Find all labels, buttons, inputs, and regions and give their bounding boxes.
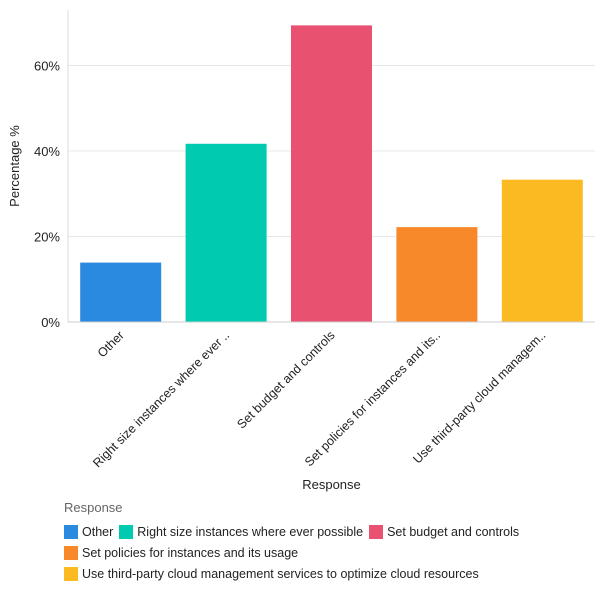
legend-title: Response	[64, 500, 123, 515]
x-tick-label: Set budget and controls	[234, 328, 337, 431]
legend-item-policies[interactable]: Set policies for instances and its usage	[64, 545, 299, 560]
legend-swatch	[64, 545, 78, 560]
y-tick-label: 40%	[34, 144, 60, 159]
legend-label: Other	[82, 524, 114, 539]
y-tick-label: 0%	[41, 315, 60, 330]
legend-item-third-party[interactable]: Use third-party cloud management service…	[64, 566, 479, 581]
legend-label: Use third-party cloud management service…	[82, 566, 479, 581]
legend-label: Set policies for instances and its usage	[82, 545, 299, 560]
legend-item-other[interactable]: Other	[64, 524, 114, 539]
legend-label: Set budget and controls	[387, 524, 520, 539]
legend-swatch	[119, 524, 134, 539]
legend-swatch	[369, 524, 384, 539]
legend: Response Other Right size instances wher…	[64, 500, 525, 584]
legend-item-budget[interactable]: Set budget and controls	[369, 524, 520, 539]
legend-label: Right size instances where ever possible	[137, 524, 364, 539]
legend-swatch	[64, 524, 78, 539]
x-axis-title: Response	[302, 477, 361, 492]
bar[interactable]	[80, 262, 162, 322]
bar[interactable]	[185, 143, 267, 322]
y-axis-title: Percentage %	[7, 125, 22, 207]
legend-swatch	[64, 566, 78, 581]
bar[interactable]	[291, 25, 372, 323]
y-tick-label: 60%	[34, 59, 60, 74]
y-tick-label: 20%	[34, 230, 60, 245]
bar[interactable]	[396, 227, 478, 322]
legend-item-right-size[interactable]: Right size instances where ever possible	[119, 524, 364, 539]
x-tick-label: Other	[95, 328, 127, 360]
bar[interactable]	[501, 179, 583, 322]
